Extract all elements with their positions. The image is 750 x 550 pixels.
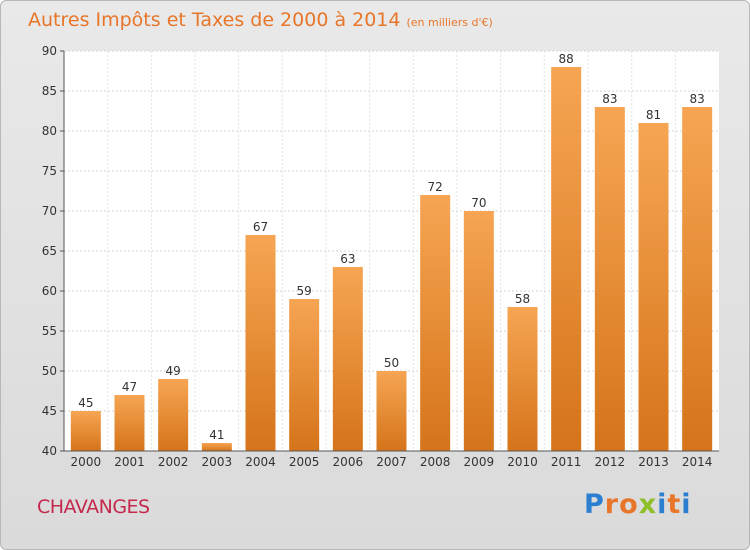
y-tick-label: 70 — [42, 204, 57, 218]
logo-letter: i — [657, 489, 668, 520]
x-tick-label: 2005 — [289, 455, 320, 469]
y-tick-label: 60 — [42, 284, 57, 298]
y-tick-label: 55 — [42, 324, 57, 338]
x-tick-label: 2014 — [682, 455, 713, 469]
y-tick-label: 75 — [42, 164, 57, 178]
bar-2013 — [638, 123, 669, 451]
y-tick-label: 85 — [42, 84, 57, 98]
y-tick-label: 40 — [42, 444, 57, 458]
bar-2005 — [289, 299, 320, 451]
data-label: 83 — [602, 92, 617, 106]
proxiti-logo[interactable]: Proxiti — [584, 489, 692, 520]
y-tick-label: 65 — [42, 244, 57, 258]
chart-title-text: Autres Impôts et Taxes de 2000 à 2014 — [28, 9, 401, 31]
x-tick-label: 2001 — [114, 455, 145, 469]
data-label: 83 — [690, 92, 705, 106]
bar-2014 — [682, 107, 713, 451]
bar-2001 — [114, 395, 145, 451]
data-label: 45 — [78, 396, 93, 410]
x-tick-label: 2000 — [71, 455, 102, 469]
data-label: 59 — [297, 284, 312, 298]
logo-letter: t — [667, 489, 682, 520]
x-tick-label: 2004 — [245, 455, 276, 469]
chart-subtitle: (en milliers d'€) — [406, 16, 493, 29]
x-tick-label: 2006 — [333, 455, 364, 469]
y-tick-label: 80 — [42, 124, 57, 138]
data-label: 81 — [646, 108, 661, 122]
bar-2002 — [158, 379, 189, 451]
x-tick-label: 2012 — [595, 455, 626, 469]
data-label: 67 — [253, 220, 268, 234]
data-label: 70 — [471, 196, 486, 210]
x-tick-label: 2011 — [551, 455, 582, 469]
logo-letter: x — [638, 489, 658, 520]
town-name: CHAVANGES — [37, 496, 150, 518]
bar-2011 — [551, 67, 582, 451]
data-label: 41 — [209, 428, 224, 442]
y-tick-label: 90 — [42, 44, 57, 58]
bar-2009 — [463, 211, 494, 451]
data-label: 58 — [515, 292, 530, 306]
bar-2007 — [376, 371, 407, 451]
bar-2008 — [420, 195, 451, 451]
logo-letter: P — [584, 489, 605, 520]
data-label: 50 — [384, 356, 399, 370]
data-label: 47 — [122, 380, 137, 394]
y-tick-label: 45 — [42, 404, 57, 418]
x-tick-label: 2007 — [376, 455, 407, 469]
x-tick-label: 2002 — [158, 455, 189, 469]
x-tick-label: 2003 — [202, 455, 233, 469]
logo-letter: o — [619, 489, 639, 520]
data-label: 88 — [559, 52, 574, 66]
y-tick-label: 50 — [42, 364, 57, 378]
x-tick-label: 2010 — [507, 455, 538, 469]
bar-2000 — [70, 411, 101, 451]
logo-letter: r — [604, 489, 620, 520]
x-tick-label: 2008 — [420, 455, 451, 469]
x-tick-label: 2013 — [638, 455, 669, 469]
data-label: 72 — [428, 180, 443, 194]
x-tick-label: 2009 — [464, 455, 495, 469]
bar-2006 — [332, 267, 363, 451]
data-label: 63 — [340, 252, 355, 266]
chart-title: Autres Impôts et Taxes de 2000 à 2014 (en… — [28, 9, 493, 31]
data-label: 49 — [166, 364, 181, 378]
bar-2004 — [245, 235, 276, 451]
bar-2012 — [594, 107, 625, 451]
logo-letter: i — [681, 489, 692, 520]
bar-2003 — [201, 443, 232, 451]
bar-2010 — [507, 307, 538, 451]
